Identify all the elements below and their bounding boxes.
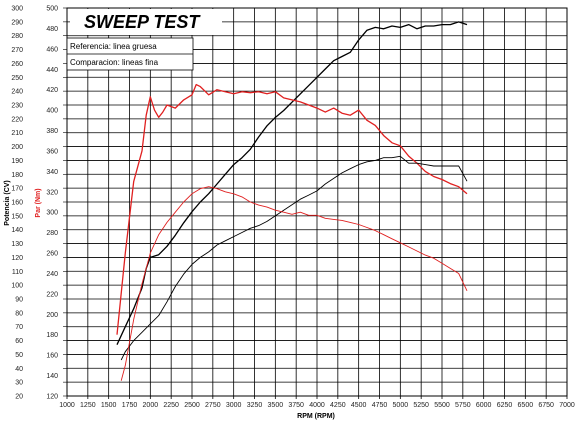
left-tick-label: 170 <box>11 186 23 193</box>
x-tick-label: 1250 <box>80 402 96 409</box>
left-tick-label: 180 <box>11 172 23 179</box>
series-layer <box>116 21 468 381</box>
left-tick-label: 120 <box>11 255 23 262</box>
x-tick-label: 5500 <box>434 402 450 409</box>
x-tick-label: 5250 <box>413 402 429 409</box>
left-tick-label: 110 <box>12 269 23 276</box>
right-tick-label: 260 <box>46 251 58 258</box>
right-tick-label: 220 <box>46 291 58 298</box>
x-tick-label: 6000 <box>476 402 492 409</box>
series-line-comparison-torque <box>120 186 468 381</box>
right-tick-label: 300 <box>46 210 58 217</box>
x-tick-label: 4000 <box>309 402 325 409</box>
left-axis-title: Potencia (CV) <box>4 180 11 226</box>
left-tick-label: 70 <box>15 324 23 331</box>
right-tick-label: 360 <box>46 148 58 155</box>
left-tick-label: 20 <box>15 394 23 401</box>
x-tick-label: 4500 <box>351 402 367 409</box>
chart-title: SWEEP TEST <box>84 12 201 32</box>
right-tick-label: 380 <box>46 128 58 135</box>
x-tick-label: 5000 <box>393 402 409 409</box>
x-tick-label: 2500 <box>184 402 200 409</box>
x-tick-label: 2250 <box>163 402 179 409</box>
left-tick-label: 130 <box>11 241 23 248</box>
left-tick-label: 90 <box>15 297 23 304</box>
left-axis-ticks: 20 30 40 50 60 70 80 90 100 110 120 130 140 150 160 170… <box>11 6 67 401</box>
title-box <box>70 9 222 35</box>
right-tick-label: 400 <box>46 108 58 115</box>
x-tick-label: 4250 <box>330 402 346 409</box>
right-tick-label: 340 <box>46 169 58 176</box>
right-tick-label: 240 <box>46 271 58 278</box>
right-tick-label: 120 <box>46 394 58 401</box>
x-tick-label: 4750 <box>372 402 388 409</box>
left-tick-label: 190 <box>11 158 23 165</box>
left-tick-label: 50 <box>15 352 23 359</box>
x-axis-title: RPM (RPM) <box>297 413 335 420</box>
right-tick-label: 480 <box>46 26 58 33</box>
right-tick-label: 160 <box>46 353 58 360</box>
series-line-reference-power <box>116 21 468 345</box>
x-tick-label: 3000 <box>226 402 242 409</box>
left-tick-label: 30 <box>15 380 23 387</box>
right-tick-label: 280 <box>46 230 58 237</box>
legend-entry-reference: Referencia: linea gruesa <box>70 42 157 51</box>
left-tick-label: 260 <box>11 61 23 68</box>
left-tick-label: 60 <box>15 338 23 345</box>
x-tick-label: 6750 <box>538 402 554 409</box>
left-tick-label: 140 <box>11 227 23 234</box>
left-tick-label: 280 <box>11 33 23 40</box>
x-tick-label: 6250 <box>497 402 513 409</box>
left-tick-label: 230 <box>11 103 23 110</box>
series-line-comparison-power <box>120 155 468 361</box>
right-tick-label: 200 <box>46 312 58 319</box>
x-axis-ticks: 1000 1250 1500 1750 2000 2250 2500 2750 3000 3250… <box>59 396 575 409</box>
right-axis-ticks: 120 140 160 180 200 220 240 260 280 300 320 340 360 3… <box>46 6 58 401</box>
right-tick-label: 320 <box>46 189 58 196</box>
grid-lines <box>66 7 568 397</box>
right-tick-label: 460 <box>46 46 58 53</box>
left-tick-label: 160 <box>11 200 23 207</box>
right-tick-label: 180 <box>46 332 58 339</box>
x-tick-label: 1500 <box>101 402 117 409</box>
left-tick-label: 270 <box>11 47 23 54</box>
x-tick-label: 3250 <box>247 402 263 409</box>
x-tick-label: 1750 <box>122 402 138 409</box>
x-tick-label: 3500 <box>268 402 284 409</box>
left-tick-label: 40 <box>15 366 23 373</box>
left-tick-label: 80 <box>15 310 23 317</box>
left-tick-label: 220 <box>11 116 23 123</box>
legend-entry-comparison: Comparacion: lineas fina <box>70 58 159 67</box>
left-tick-label: 300 <box>11 6 23 13</box>
right-tick-label: 500 <box>46 6 58 13</box>
left-tick-label: 250 <box>11 75 23 82</box>
right-tick-label: 440 <box>46 67 58 74</box>
left-tick-label: 210 <box>11 130 23 137</box>
x-tick-label: 1000 <box>59 402 75 409</box>
x-tick-label: 3750 <box>288 402 304 409</box>
right-tick-label: 420 <box>46 87 58 94</box>
left-tick-label: 100 <box>11 283 23 290</box>
left-tick-label: 150 <box>11 213 23 220</box>
series-line-reference-torque <box>116 83 468 335</box>
left-tick-label: 240 <box>11 89 23 96</box>
left-tick-label: 200 <box>11 144 23 151</box>
right-axis-title: Par (Nm) <box>35 188 42 217</box>
x-tick-label: 2750 <box>205 402 221 409</box>
x-tick-label: 5750 <box>455 402 471 409</box>
right-tick-label: 140 <box>46 373 58 380</box>
x-tick-label: 2000 <box>143 402 159 409</box>
left-tick-label: 290 <box>11 19 23 26</box>
x-tick-label: 6500 <box>518 402 534 409</box>
x-tick-label: 7000 <box>559 402 575 409</box>
legend: Referencia: linea gruesa Comparacion: li… <box>66 37 194 71</box>
